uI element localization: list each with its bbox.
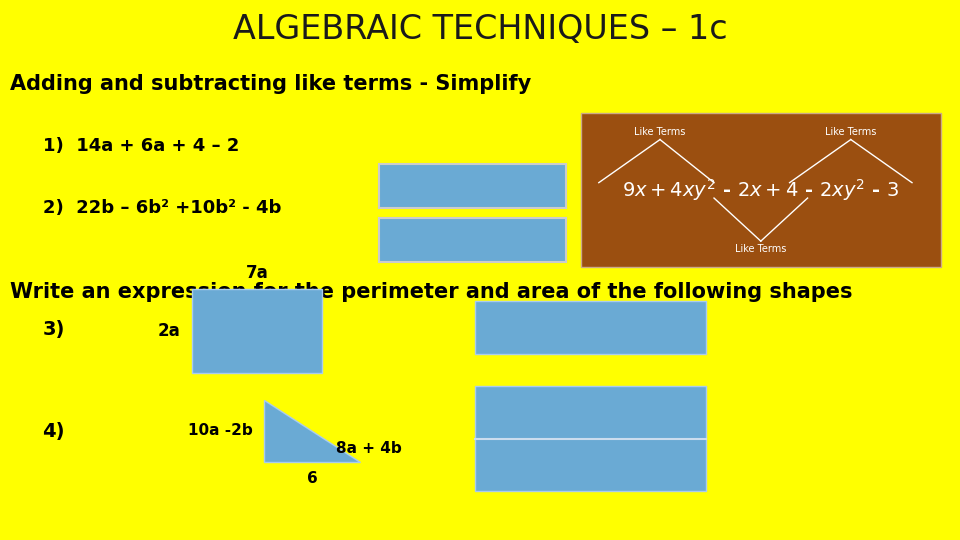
Bar xyxy=(379,164,566,208)
Text: 8a + 4b: 8a + 4b xyxy=(336,441,401,456)
Text: 1)  14a + 6a + 4 – 2: 1) 14a + 6a + 4 – 2 xyxy=(43,137,240,155)
Text: 2)  22b – 6b² +10b² - 4b: 2) 22b – 6b² +10b² - 4b xyxy=(43,199,281,217)
Text: $9x + 4xy^2$ - $2x + 4$ - $2xy^2$ - $3$: $9x + 4xy^2$ - $2x + 4$ - $2xy^2$ - $3$ xyxy=(622,178,900,203)
Text: Adding and subtracting like terms - Simplify: Adding and subtracting like terms - Simp… xyxy=(10,73,531,94)
Bar xyxy=(192,289,322,373)
Text: Like Terms: Like Terms xyxy=(825,127,876,137)
Text: Like Terms: Like Terms xyxy=(635,127,685,137)
Text: Write an expression for the perimeter and area of the following shapes: Write an expression for the perimeter an… xyxy=(10,281,852,302)
Text: 6: 6 xyxy=(306,471,318,487)
Text: 10a -2b: 10a -2b xyxy=(188,423,252,438)
Text: 4): 4) xyxy=(42,422,64,442)
Bar xyxy=(581,113,941,267)
Text: Like Terms: Like Terms xyxy=(735,244,786,254)
Text: 2a: 2a xyxy=(157,322,180,340)
Text: 3): 3) xyxy=(42,320,64,339)
Bar xyxy=(379,218,566,262)
Text: ALGEBRAIC TECHNIQUES – 1c: ALGEBRAIC TECHNIQUES – 1c xyxy=(232,13,728,46)
Bar xyxy=(475,386,706,491)
Text: 7a: 7a xyxy=(246,265,268,282)
Bar xyxy=(475,301,706,354)
Polygon shape xyxy=(264,400,360,462)
